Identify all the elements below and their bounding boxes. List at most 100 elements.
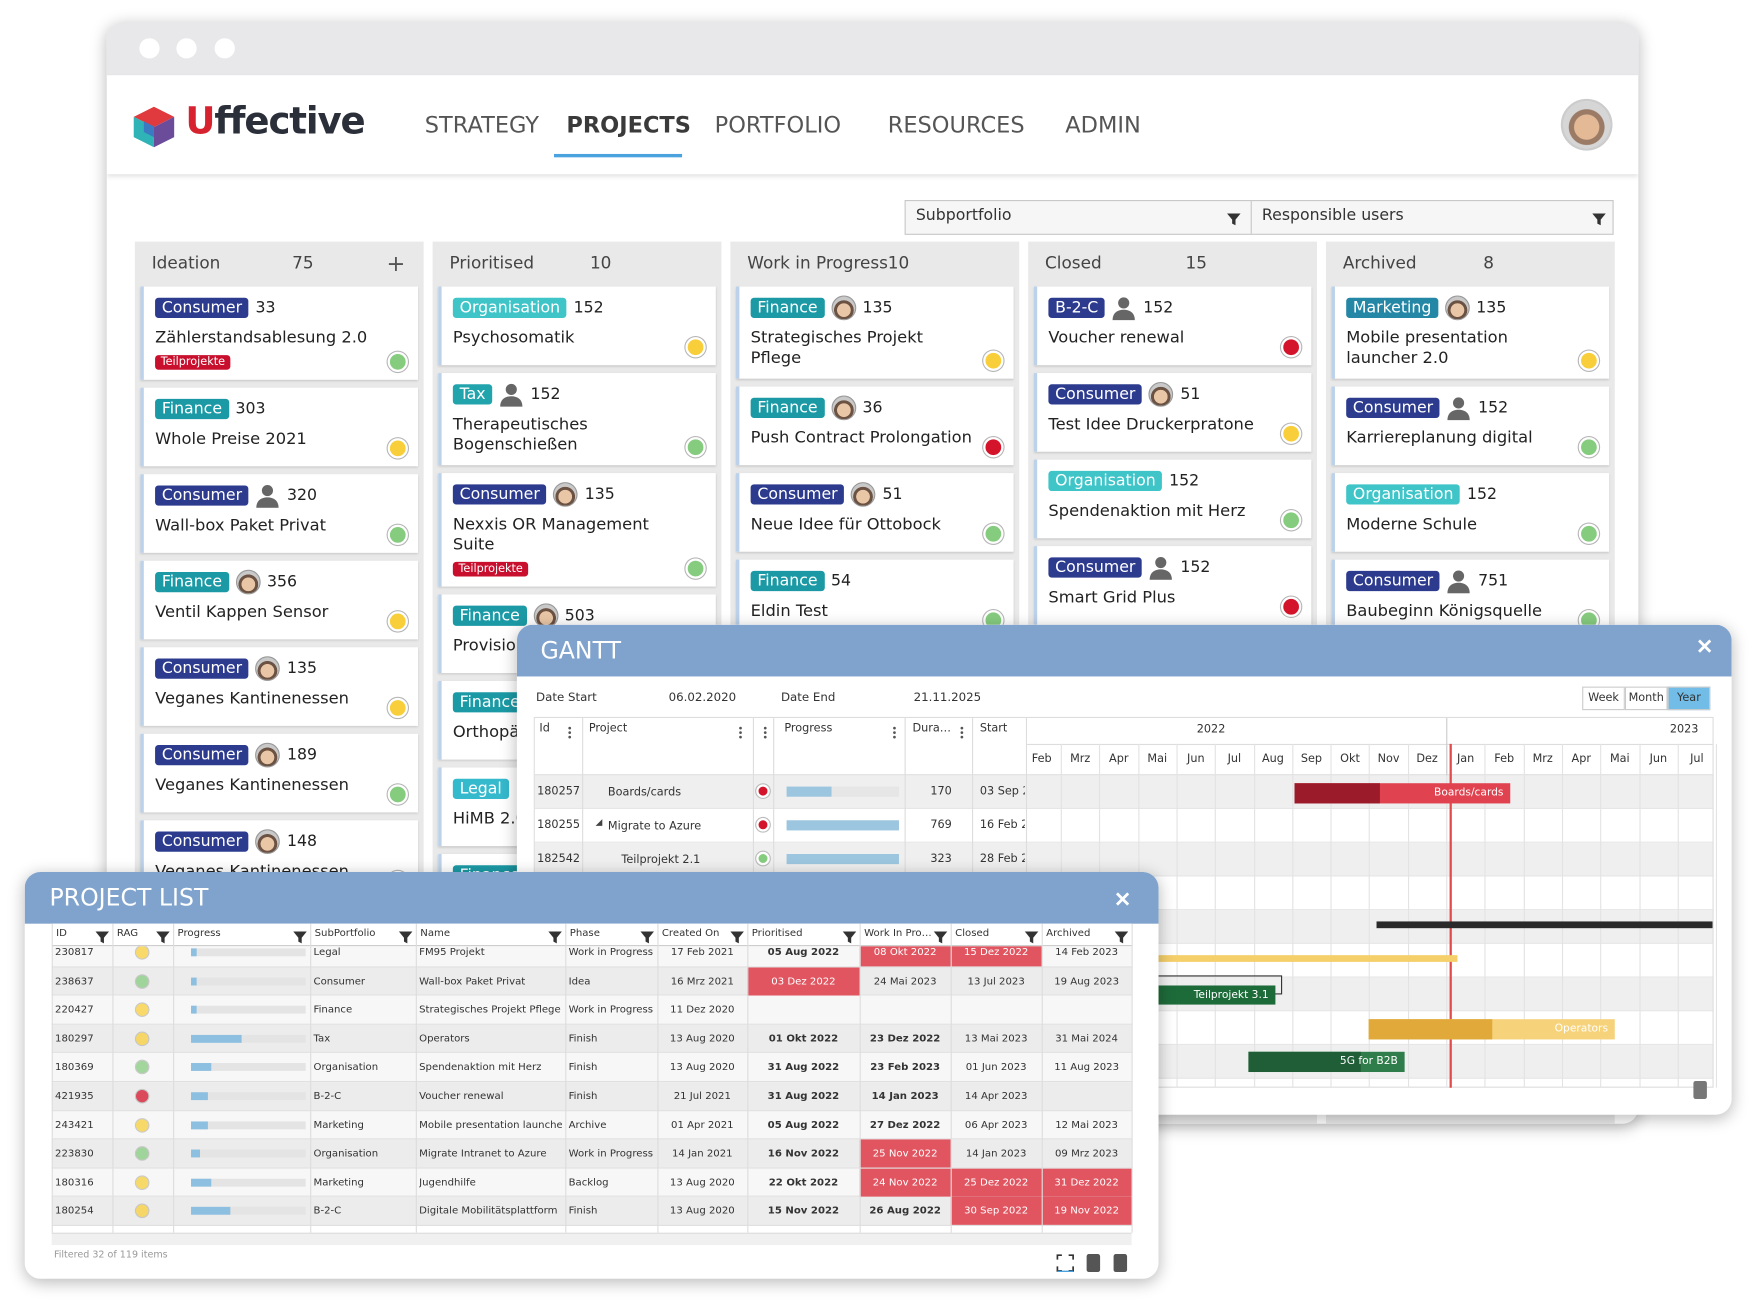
row-start: 28 Feb 20 [979,852,1025,866]
project-card[interactable]: Consumer 51 Neue Idee für Ottobock [736,473,1014,552]
filter-dropdown[interactable]: Responsible users [1250,201,1616,234]
status-dot [1578,350,1600,371]
cell: Organisation [313,1148,379,1160]
table-row[interactable]: 223830 Organisation Migrate Intranet to Az… [51,1139,1132,1169]
expand-toggle[interactable] [594,818,603,829]
nav-item[interactable]: ADMIN [1065,111,1141,139]
gantt-bar[interactable] [1376,921,1713,929]
window-dot [176,38,197,59]
view-button[interactable]: Month [1624,686,1668,711]
table-row[interactable]: 238637 Consumer Wall-box Paket Privat Idea 1… [51,967,1132,996]
export-icon[interactable] [1693,1080,1707,1099]
table-row[interactable]: 180369 Organisation Spendenaktion mit Herz… [51,1053,1132,1083]
column-filter[interactable] [398,928,414,949]
gantt-bar[interactable]: Teilprojekt 3.1 [1157,985,1276,1005]
column-filter[interactable] [155,928,171,949]
project-card[interactable]: Finance 135 Strategisches Projekt Pflege [736,286,1014,379]
project-card[interactable]: Consumer 51 Test Idee Druckerpratone [1033,373,1312,452]
project-card[interactable]: Consumer 152 Smart Grid Plus [1033,546,1312,625]
avatar-icon [1447,569,1472,594]
close-button[interactable] [1115,890,1131,911]
project-card[interactable]: Consumer 152 Karriereplanung digital [1331,386,1610,466]
cell-id: 180254 [55,1205,94,1218]
grid-header [534,718,1026,776]
table-row[interactable]: 220427 Finance Strategisches Projekt Pfleg… [51,995,1132,1025]
tag: Finance [750,397,825,419]
project-card[interactable]: Tax 152 Therapeutisches Bogenschießen [438,373,716,466]
progress-track [191,1006,306,1014]
gantt-bar[interactable]: Operators [1368,1019,1615,1040]
column-header: Closed [955,928,990,940]
column-menu[interactable] [763,723,767,744]
card-title: Orthopäd [452,723,530,742]
table-row[interactable]: 243421 Marketing Mobile presentation launc… [51,1110,1132,1140]
gantt-bar[interactable] [1157,955,1458,962]
month-label: Jun [1187,752,1205,766]
project-card[interactable]: Finance 303 Whole Preise 2021 [140,387,419,467]
column-menu[interactable] [738,723,742,744]
card-number: 152 [1169,471,1200,490]
column-header: Progress [177,928,221,940]
column-filter[interactable] [729,928,745,949]
column-filter[interactable] [842,928,858,949]
project-card[interactable]: Marketing 135 Mobile presentation launcher… [1331,286,1610,379]
card-title: Veganes Kantinenessen [155,776,349,795]
user-avatar[interactable] [1560,98,1613,151]
project-card[interactable]: Consumer 135 Nexxis OR Management Suite Tei… [438,473,716,587]
nav-item[interactable]: PORTFOLIO [714,111,842,139]
cell: 13 Aug 2020 [669,1062,735,1074]
rag-dot [756,818,770,832]
cell: 11 Dez 2020 [670,1004,735,1017]
filter-dropdown[interactable]: Subportfolio [906,201,1251,234]
month-divider [1600,743,1602,1088]
gantt-bar[interactable]: 5G for B2B [1248,1051,1405,1073]
column-filter[interactable] [1024,928,1040,949]
column-menu[interactable] [892,723,896,744]
column-menu[interactable] [567,723,572,744]
status-dot [983,350,1004,371]
month-label: Nov [1377,752,1400,766]
export-xls-icon[interactable] [1113,1254,1128,1273]
card-number: 152 [530,385,561,404]
export-pdf-icon[interactable] [1086,1254,1101,1273]
view-button[interactable]: Year [1667,686,1711,711]
icon-part [156,931,170,944]
column-filter[interactable] [1114,928,1130,949]
project-card[interactable]: Finance 356 Ventil Kappen Sensor [140,560,419,640]
avatar-photo [1444,295,1470,321]
table-row[interactable]: 180297 Tax Operators Finish 13 Aug 2020 01 Ok… [51,1024,1132,1054]
project-card[interactable]: Consumer 33 Zählerstandsablesung 2.0 Teilpr… [140,286,419,380]
nav-item[interactable]: RESOURCES [887,111,1025,139]
gantt-bar[interactable]: Boards/cards [1294,783,1511,804]
table-row[interactable]: 180254 B-2-C Digitale Mobilitätsplattform F… [51,1197,1132,1226]
table-row[interactable]: 421935 B-2-C Voucher renewal Finish 21 Jul 2… [51,1082,1132,1111]
column-filter[interactable] [292,928,308,949]
table-row[interactable]: 230817 Legal FM95 Projekt Work in Progress 1… [51,946,1132,968]
project-card[interactable]: Consumer 135 Veganes Kantinenessen [140,647,419,726]
close-button[interactable] [1697,636,1713,660]
icon-part [893,735,896,739]
brand: Uffective [185,98,365,143]
table-row[interactable]: 180316 Marketing Jugendhilfe Backlog 13 Aug … [51,1168,1132,1197]
status-dot [685,558,706,579]
project-card[interactable]: Consumer 320 Wall-box Paket Privat [140,474,419,553]
project-card[interactable]: Organisation 152 Spendenaktion mit Herz [1033,459,1312,539]
project-card[interactable]: Organisation 152 Psychosomatik [438,286,716,366]
nav-item[interactable]: PROJECTS [566,111,691,139]
column-menu[interactable] [960,723,964,744]
column-filter[interactable] [94,928,110,949]
column-filter[interactable] [639,928,655,949]
view-button[interactable]: Week [1582,686,1625,711]
project-card[interactable]: Organisation 152 Moderne Schule [1331,473,1610,552]
fullscreen-icon[interactable] [1056,1254,1074,1273]
card-head: Consumer 51 [750,481,1000,508]
column-filter[interactable] [933,928,949,949]
project-card[interactable]: Finance 36 Push Contract Prolongation [736,386,1014,466]
project-card[interactable]: B-2-C 152 Voucher renewal [1033,286,1312,366]
card-title: Therapeutisches Bogenschießen [452,415,588,454]
project-card[interactable]: Consumer 189 Veganes Kantinenessen [140,733,419,813]
add-button[interactable]: + [386,249,406,277]
column-filter[interactable] [547,928,563,949]
icon [1150,556,1173,580]
nav-item[interactable]: STRATEGY [424,111,540,139]
